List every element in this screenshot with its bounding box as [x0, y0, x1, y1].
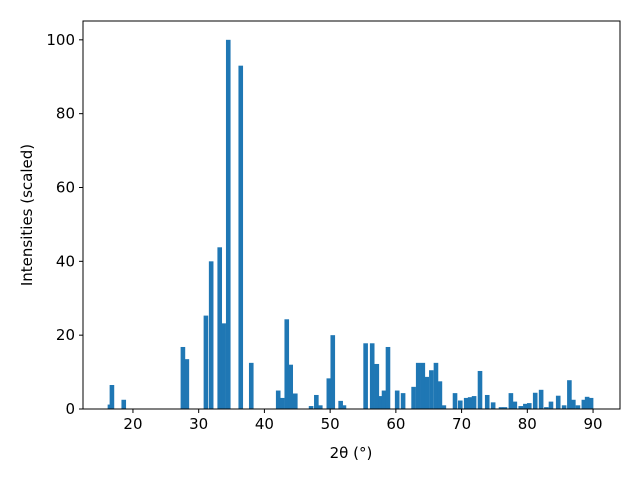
bar	[288, 364, 294, 409]
bar	[180, 346, 186, 409]
x-tick-label: 50	[321, 415, 340, 433]
bar	[326, 378, 332, 409]
y-tick-label: 100	[46, 31, 75, 49]
bar	[385, 346, 391, 409]
bar	[512, 401, 518, 409]
bar	[508, 393, 514, 409]
bar	[441, 405, 447, 409]
bar	[581, 399, 587, 409]
bar	[341, 405, 347, 409]
bar	[225, 39, 231, 409]
y-axis-label: Intensities (scaled)	[18, 144, 36, 286]
bar	[526, 403, 532, 409]
bar	[477, 370, 483, 409]
bar	[575, 405, 581, 409]
bar	[238, 65, 244, 410]
bar	[109, 385, 115, 409]
bar	[369, 343, 375, 409]
bar	[498, 407, 504, 409]
bar	[571, 399, 576, 409]
bar	[317, 405, 323, 409]
x-tick-label: 30	[189, 415, 208, 433]
bar	[490, 402, 496, 409]
bar	[429, 370, 434, 409]
bar	[544, 407, 549, 409]
bar	[248, 362, 254, 409]
bar	[374, 363, 380, 409]
bar	[502, 407, 508, 409]
bar	[467, 397, 473, 409]
plot-frame	[82, 20, 621, 410]
bar	[378, 396, 384, 409]
bar	[424, 376, 430, 409]
bar	[415, 362, 421, 409]
bar	[217, 247, 223, 409]
bar	[561, 405, 567, 409]
bar	[411, 386, 416, 409]
bar	[381, 390, 387, 409]
bar	[555, 395, 561, 409]
bar	[433, 362, 439, 409]
bar	[394, 390, 400, 409]
y-tick-label: 0	[65, 400, 75, 418]
bar	[567, 380, 572, 409]
y-tick-label: 60	[56, 178, 75, 196]
x-tick-label: 60	[386, 415, 405, 433]
bar	[437, 381, 443, 409]
bar	[452, 393, 458, 409]
bar	[184, 359, 190, 409]
y-tick-label: 40	[56, 252, 75, 270]
x-tick-label: 40	[255, 415, 274, 433]
x-axis-label: 2θ (°)	[330, 444, 373, 462]
y-tick-label: 80	[56, 105, 75, 123]
bar	[330, 335, 336, 409]
bar	[588, 397, 594, 409]
bar	[363, 343, 368, 409]
bar	[338, 400, 343, 409]
bar	[208, 261, 214, 409]
bar	[584, 396, 590, 409]
x-tick-label: 70	[452, 415, 471, 433]
bar	[532, 392, 538, 409]
x-tick-label: 90	[584, 415, 603, 433]
x-tick-label: 20	[123, 415, 142, 433]
x-tick-label: 80	[518, 415, 537, 433]
bar	[121, 399, 127, 409]
bar	[308, 406, 314, 409]
bar	[400, 393, 406, 409]
bar	[284, 319, 290, 409]
bar	[471, 396, 477, 409]
bar	[293, 393, 298, 409]
bar	[518, 406, 524, 409]
bar	[314, 394, 319, 409]
bar	[538, 389, 544, 409]
y-tick-label: 20	[56, 326, 75, 344]
bar	[203, 315, 209, 409]
bar	[420, 362, 426, 409]
bar	[457, 400, 463, 409]
bar	[463, 397, 469, 409]
bar	[275, 390, 281, 409]
bar	[221, 323, 226, 409]
bar	[279, 397, 285, 409]
bar	[523, 403, 528, 409]
bar	[548, 401, 554, 409]
bar	[484, 394, 490, 409]
